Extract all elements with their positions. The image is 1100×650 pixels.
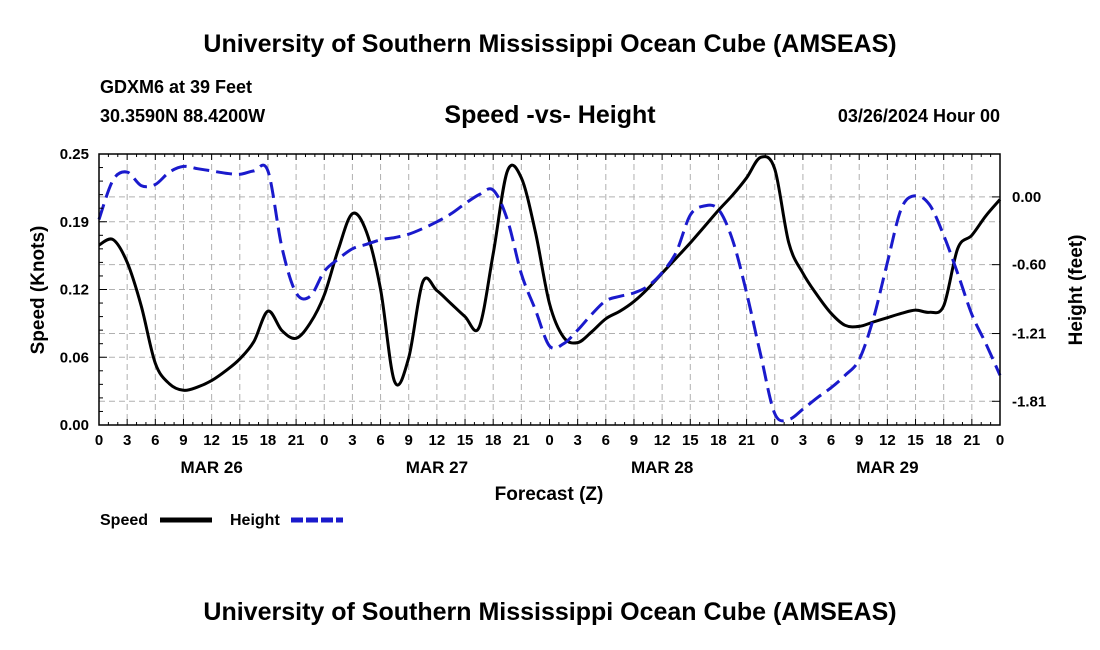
- day-label: MAR 28: [631, 458, 693, 477]
- x-tick-label: 12: [429, 432, 446, 449]
- footer-title: University of Southern Mississippi Ocean…: [203, 598, 897, 626]
- x-tick-label: 6: [151, 432, 159, 449]
- axis-layer: 0 3 6 9 12 15 18 21 0 3 6 9 12 15 18 21 0 3 6 9 12 15 18 21 0 3 6 9…: [60, 146, 1046, 477]
- legend: Speed Height: [100, 512, 343, 529]
- series-layer: [97, 155, 1002, 423]
- x-tick-label: 9: [855, 432, 863, 449]
- x-tick-label: 12: [654, 432, 671, 449]
- station-label: GDXM6 at 39 Feet: [100, 77, 253, 97]
- x-tick-label: 18: [485, 432, 502, 449]
- x-tick-label: 21: [288, 432, 305, 449]
- y-tick-label: 0.00: [60, 417, 89, 434]
- x-tick-label: 0: [771, 432, 779, 449]
- x-tick-label: 9: [630, 432, 638, 449]
- x-tick-label: 3: [573, 432, 581, 449]
- legend-height-label: Height: [230, 512, 280, 529]
- x-tick-label: 18: [935, 432, 952, 449]
- y2-tick-label: -1.21: [1012, 326, 1046, 343]
- legend-speed-label: Speed: [100, 512, 148, 529]
- y-tick-label: 0.25: [60, 146, 89, 163]
- day-label: MAR 29: [856, 458, 918, 477]
- x-tick-label: 6: [602, 432, 610, 449]
- datestamp-label: 03/26/2024 Hour 00: [837, 106, 1000, 126]
- x-tick-label: 3: [348, 432, 356, 449]
- coordinates-label: 30.3590N 88.4200W: [100, 106, 266, 126]
- chart-subtitle: Speed -vs- Height: [444, 101, 656, 129]
- x-tick-label: 6: [827, 432, 835, 449]
- x-tick-label: 9: [405, 432, 413, 449]
- y2-axis-title: Height (feet): [1066, 235, 1087, 346]
- x-tick-label: 15: [457, 432, 474, 449]
- x-tick-label: 18: [260, 432, 277, 449]
- main-title: University of Southern Mississippi Ocean…: [203, 30, 897, 58]
- x-tick-label: 21: [738, 432, 755, 449]
- x-tick-label: 15: [907, 432, 924, 449]
- height-series-line: [97, 163, 1002, 423]
- x-tick-label: 21: [513, 432, 530, 449]
- x-tick-label: 12: [879, 432, 896, 449]
- grid-layer: [99, 154, 1000, 425]
- y-tick-label: 0.06: [60, 349, 89, 366]
- x-tick-label: 0: [545, 432, 553, 449]
- x-tick-label: 15: [682, 432, 699, 449]
- x-axis-title: Forecast (Z): [495, 484, 604, 505]
- y-tick-label: 0.19: [60, 214, 89, 231]
- x-tick-label: 0: [996, 432, 1004, 449]
- x-tick-label: 3: [123, 432, 131, 449]
- x-tick-label: 3: [799, 432, 807, 449]
- y-tick-label: 0.12: [60, 282, 89, 299]
- day-label: MAR 27: [406, 458, 468, 477]
- x-tick-label: 9: [179, 432, 187, 449]
- speed-series-line: [98, 155, 1002, 392]
- x-tick-label: 6: [376, 432, 384, 449]
- x-tick-label: 18: [710, 432, 727, 449]
- x-tick-label: 15: [231, 432, 248, 449]
- x-tick-label: 12: [203, 432, 220, 449]
- y-axis-title: Speed (Knots): [28, 226, 49, 355]
- y2-tick-label: 0.00: [1012, 189, 1041, 206]
- x-tick-label: 21: [964, 432, 981, 449]
- y2-tick-label: -0.60: [1012, 257, 1046, 274]
- day-label: MAR 26: [180, 458, 242, 477]
- y2-tick-label: -1.81: [1012, 393, 1046, 410]
- x-tick-label: 0: [320, 432, 328, 449]
- x-tick-label: 0: [95, 432, 103, 449]
